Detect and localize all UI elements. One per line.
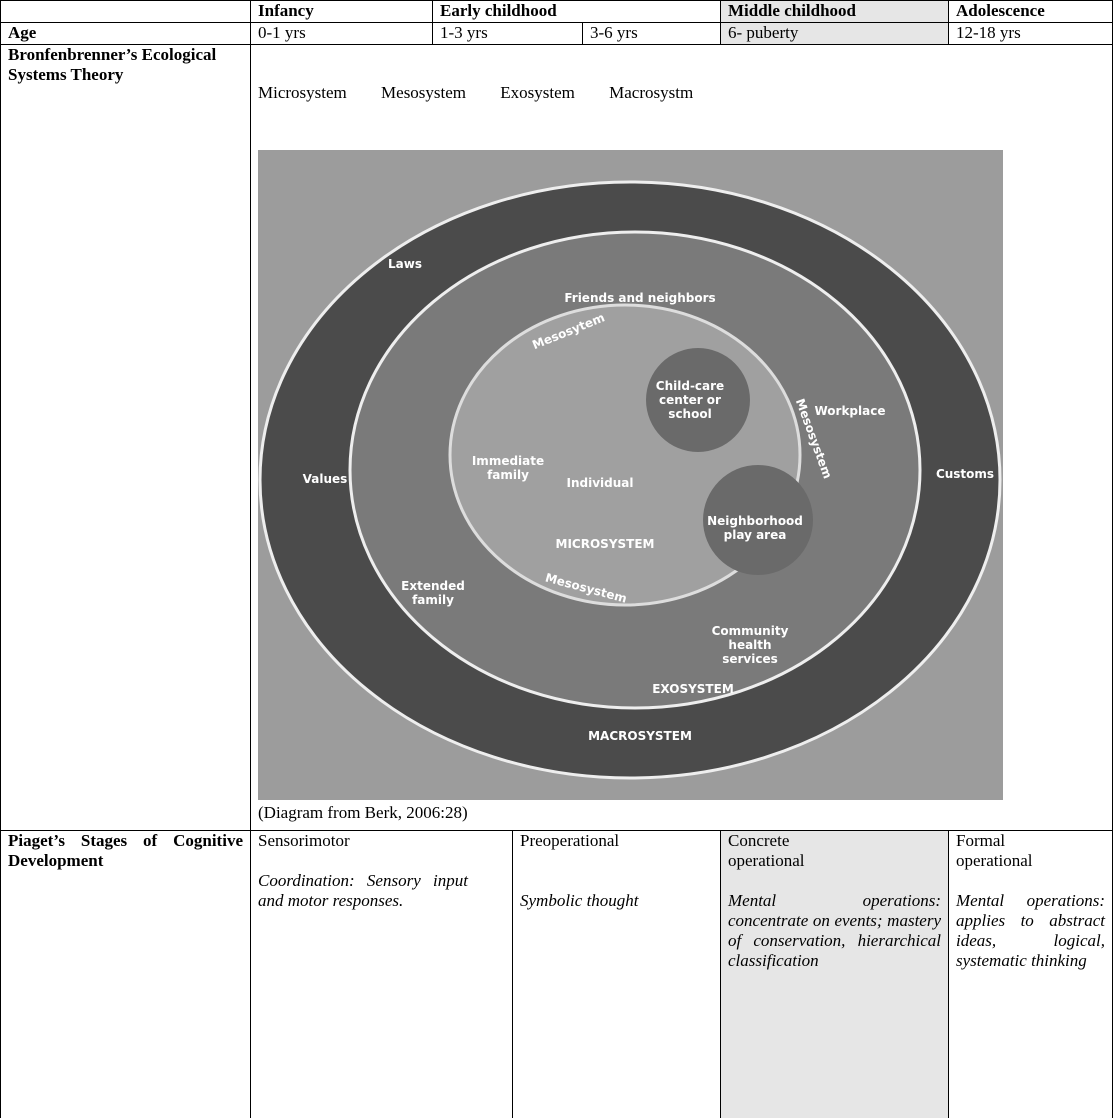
diagram-label-line: family	[487, 468, 529, 482]
stage-cell: Formal operational Mental operations: ap…	[948, 830, 1113, 1118]
play-circle	[703, 465, 813, 575]
diagram-label: Extended family	[401, 579, 465, 607]
diagram-label-line: Values	[303, 472, 348, 486]
diagram-label-line: family	[412, 593, 454, 607]
header-cell: Middle childhood	[720, 0, 949, 23]
row-label: Piaget’s Stages of Cognitive Development	[0, 830, 251, 1118]
header-cell: Early childhood	[432, 0, 721, 23]
diagram-label-line: Extended	[401, 579, 465, 593]
caption: (Diagram from Berk, 2006:28)	[258, 803, 468, 822]
diagram-label: Values	[303, 472, 348, 486]
diagram-label: Child-care center or school	[656, 379, 724, 421]
stage-description: Coordination: Sensory input and motor re…	[258, 871, 468, 910]
stage-name: Sensorimotor	[258, 831, 350, 850]
age-cell: 0-1 yrs	[250, 22, 433, 45]
diagram-label-line: Individual	[567, 476, 634, 490]
age-cell: 1-3 yrs	[432, 22, 583, 45]
diagram-label: Community health services	[712, 624, 789, 666]
diagram-label: MACROSYSTEM	[588, 729, 692, 743]
diagram-label-line: EXOSYSTEM	[652, 682, 734, 696]
system: Macrosystm	[609, 83, 694, 102]
corner-cell	[0, 0, 251, 23]
row-label: Bronfenbrenner’s Ecological Systems Theo…	[0, 44, 251, 831]
diagram-label-line: MICROSYSTEM	[556, 537, 655, 551]
age-cell: 6- puberty	[720, 22, 949, 45]
header-cell: Adolescence	[948, 0, 1113, 23]
diagram-label-line: Child-care	[656, 379, 724, 393]
diagram-label-line: Workplace	[814, 404, 885, 418]
diagram-label-line: play area	[724, 528, 787, 542]
system: Microsystem	[258, 83, 347, 102]
diagram-label: Individual	[567, 476, 634, 490]
system: Mesosystem	[381, 83, 467, 102]
diagram-label-line: health	[728, 638, 771, 652]
diagram-label: Friends and neighbors	[564, 291, 715, 305]
diagram-label: Customs	[936, 467, 994, 481]
diagram-label: Immediate family	[472, 454, 544, 482]
diagram-label: Neighborhood play area	[707, 514, 803, 542]
age-cell: 12-18 yrs	[948, 22, 1113, 45]
row-label: Age	[0, 22, 251, 45]
diagram-label: MICROSYSTEM	[556, 537, 655, 551]
diagram-label: Workplace	[814, 404, 885, 418]
system: Exosystem	[500, 83, 575, 102]
diagram-label-line: Immediate	[472, 454, 544, 468]
stage-name: Formal operational	[956, 831, 1033, 870]
stage-name: Preoperational	[520, 831, 620, 850]
system-list: Microsystem Mesosystem Exosystem Macrosy…	[258, 83, 1105, 103]
diagram-label-line: Laws	[388, 257, 422, 271]
diagram-label-line: MACROSYSTEM	[588, 729, 692, 743]
diagram-label-line: Customs	[936, 467, 994, 481]
age-cell: 3-6 yrs	[582, 22, 721, 45]
diagram-label-line: center or	[659, 393, 721, 407]
stage-cell: Concrete operational Mental operations: …	[720, 830, 949, 1118]
stage-cell: Sensorimotor Coordination: Sensory input…	[250, 830, 513, 1118]
school-circle	[646, 348, 750, 452]
diagram-label: EXOSYSTEM	[652, 682, 734, 696]
diagram-label-line: Friends and neighbors	[564, 291, 715, 305]
header-cell: Infancy	[250, 0, 433, 23]
stage-description: Mental operations: concentrate on events…	[728, 891, 941, 970]
stage-description: Mental operations: applies to abstract i…	[956, 891, 1105, 970]
stage-name: Concrete operational	[728, 831, 805, 870]
stage-cell: Preoperational Symbolic thought	[512, 830, 721, 1118]
stage-description: Symbolic thought	[520, 891, 639, 910]
diagram-label: Laws	[388, 257, 422, 271]
diagram-label-line: Neighborhood	[707, 514, 803, 528]
diagram-label-line: school	[668, 407, 711, 421]
diagram-label-line: Community	[712, 624, 789, 638]
diagram-label-line: services	[722, 652, 778, 666]
